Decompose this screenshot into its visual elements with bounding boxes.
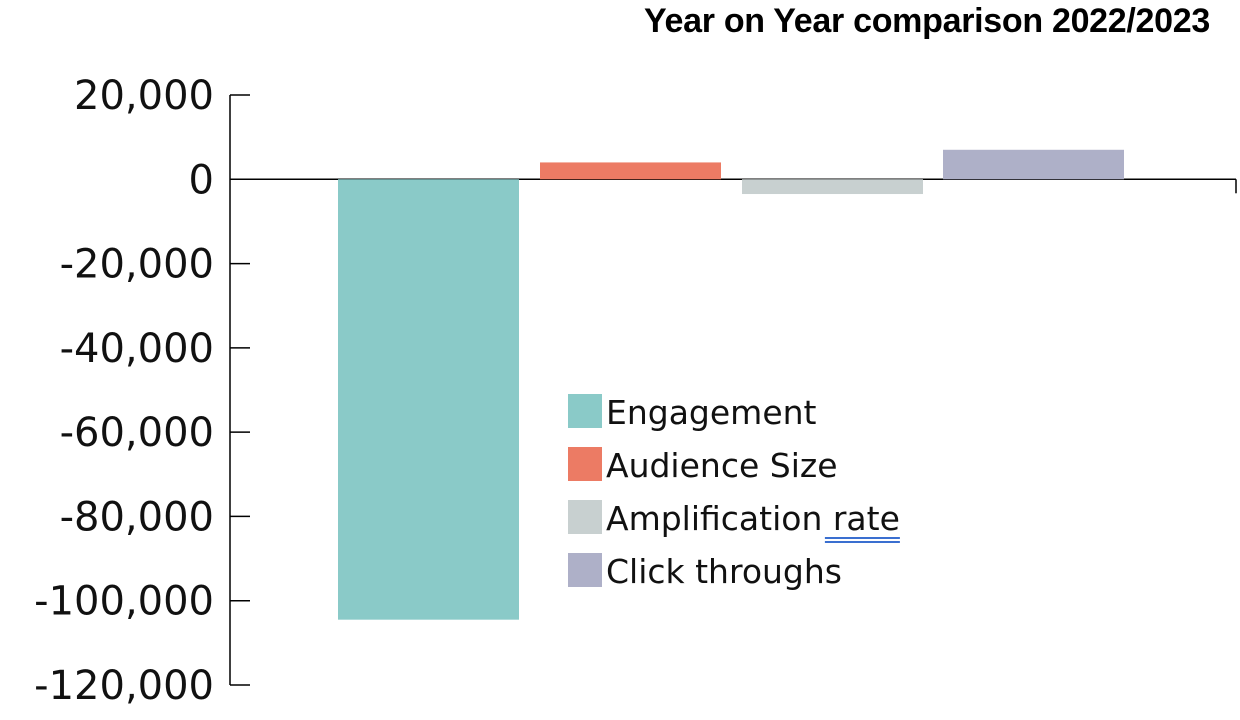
chart-title-bold: Year on Year xyxy=(644,2,844,40)
legend-label: Amplification rate xyxy=(606,499,900,538)
chart-title: Year on Year comparison 2022/2023 xyxy=(644,2,1210,41)
y-tick-label: 20,000 xyxy=(74,73,214,119)
y-tick-label: -100,000 xyxy=(34,579,214,625)
y-tick-label: -80,000 xyxy=(60,494,214,540)
legend-swatch xyxy=(568,394,602,428)
legend-label: Click throughs xyxy=(606,552,842,591)
chart-bars xyxy=(338,149,1124,620)
legend-swatch xyxy=(568,447,602,481)
legend-label: Engagement xyxy=(606,393,817,432)
y-tick-label: -20,000 xyxy=(60,242,214,288)
bar-amplification-rate xyxy=(742,179,923,195)
bar-click-throughs xyxy=(943,149,1124,180)
bar-audience-size xyxy=(540,162,721,180)
y-axis-ticks: 20,000 0 -20,000 -40,000 -60,000 -80,000 -100,… xyxy=(34,73,250,709)
legend-swatch xyxy=(568,500,602,534)
bar-engagement xyxy=(338,179,519,620)
chart-legend: Engagement Audience Size Amplification rat… xyxy=(568,393,900,591)
legend-label: Audience Size xyxy=(606,446,838,485)
y-tick-label: -120,000 xyxy=(34,663,214,709)
chart-title-rest: comparison 2022/2023 xyxy=(853,2,1210,40)
y-tick-label: -40,000 xyxy=(60,326,214,372)
legend-swatch xyxy=(568,553,602,587)
y-tick-label: 0 xyxy=(189,157,214,203)
y-tick-label: -60,000 xyxy=(60,410,214,456)
